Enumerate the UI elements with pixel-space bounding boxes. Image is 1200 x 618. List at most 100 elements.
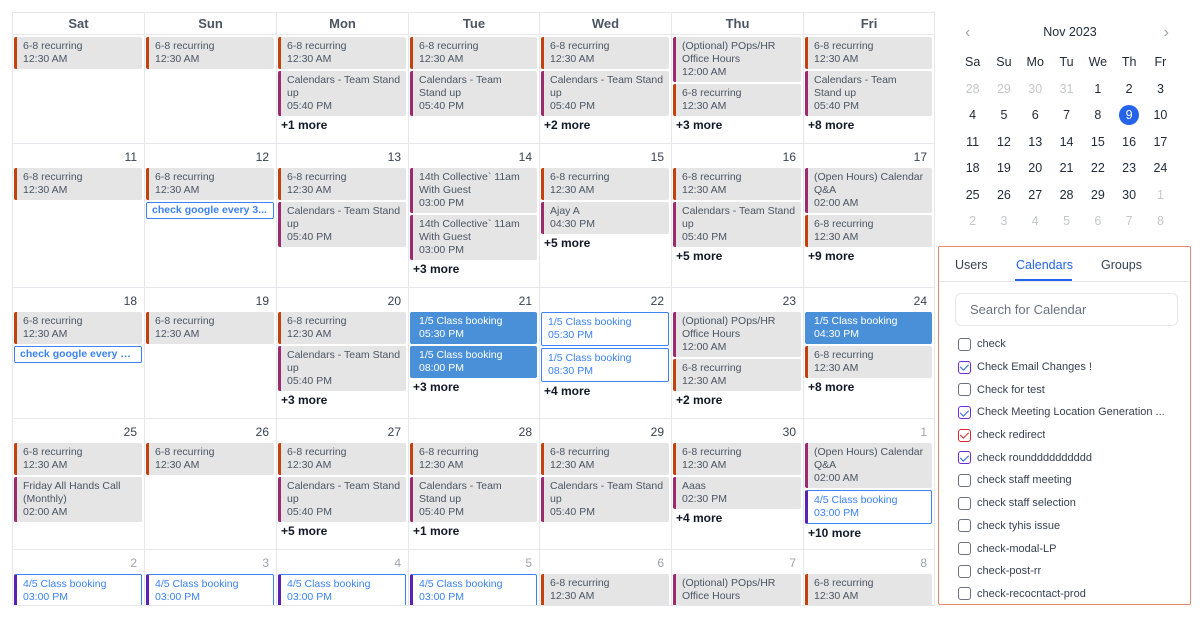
calendar-event[interactable]: 1/5 Class booking 08:30 PM <box>541 348 669 382</box>
calendar-event[interactable]: Calendars - Team Stand up 05:40 PM <box>410 71 537 116</box>
calendar-event[interactable]: 1/5 Class booking 04:30 PM <box>805 312 932 344</box>
calendar-event[interactable]: 4/5 Class booking 03:00 PM <box>14 574 142 605</box>
calendar-event[interactable]: 6-8 recurring 12:30 AM <box>278 443 406 475</box>
day-number[interactable]: 15 <box>650 150 664 164</box>
calendar-event[interactable]: Friday All Hands Call (Monthly) 02:00 AM <box>14 477 142 522</box>
day-number[interactable]: 20 <box>387 294 401 308</box>
day-cell[interactable]: 6-8 recurring 12:30 AM Calendars - Team St… <box>540 35 672 144</box>
mini-day[interactable]: 21 <box>1059 161 1074 176</box>
mini-day[interactable]: 25 <box>965 187 980 202</box>
calendar-event[interactable]: (Open Hours) Calendar Q&A 02:00 AM <box>805 443 932 488</box>
mini-day[interactable]: 13 <box>1028 134 1043 149</box>
calendar-option[interactable]: check-post-rr <box>958 560 1180 583</box>
calendar-checkbox[interactable] <box>958 473 971 487</box>
day-cell[interactable]: 20 6-8 recurring 12:30 AM Calendars - Team … <box>277 288 409 419</box>
calendar-event[interactable]: 6-8 recurring 12:30 AM <box>278 168 406 200</box>
day-number[interactable]: 29 <box>650 425 664 439</box>
day-cell[interactable]: 12 6-8 recurring 12:30 AM check google ever… <box>145 144 277 288</box>
calendar-event[interactable]: (Optional) POps/HR Office Hours <box>673 574 801 605</box>
day-number[interactable]: 16 <box>782 150 796 164</box>
calendar-event[interactable]: 6-8 recurring 12:30 AM <box>805 574 932 605</box>
day-number[interactable]: 18 <box>123 294 137 308</box>
calendar-checkbox[interactable] <box>958 519 971 533</box>
day-cell[interactable]: 21 1/5 Class booking 05:30 PM 1/5 Class boo… <box>409 288 540 419</box>
mini-day[interactable]: 29 <box>1090 187 1105 202</box>
day-number[interactable]: 26 <box>255 425 269 439</box>
calendar-event[interactable]: 4/5 Class booking 03:00 PM <box>146 574 274 605</box>
calendar-checkbox[interactable] <box>958 587 971 601</box>
mini-day[interactable]: 31 <box>1059 81 1074 96</box>
day-cell[interactable]: 29 6-8 recurring 12:30 AM Calendars - Team … <box>540 419 672 550</box>
day-cell[interactable]: 2 4/5 Class booking 03:00 PM <box>13 550 145 606</box>
calendar-event[interactable]: Calendars - Team Stand up 05:40 PM <box>278 477 406 522</box>
calendar-event[interactable]: (Optional) POps/HR Office Hours 12:00 AM <box>673 312 801 357</box>
mini-day[interactable]: 7 <box>1125 214 1133 229</box>
more-events-link[interactable]: +1 more <box>281 118 328 132</box>
day-cell[interactable]: 6-8 recurring 12:30 AM <box>13 35 145 144</box>
more-events-link[interactable]: +3 more <box>413 380 460 394</box>
calendar-event[interactable]: 6-8 recurring 12:30 AM <box>146 312 274 344</box>
day-cell[interactable]: 25 6-8 recurring 12:30 AM Friday All Hands … <box>13 419 145 550</box>
day-cell[interactable]: (Optional) POps/HR Office Hours 12:00 AM 6… <box>672 35 804 144</box>
mini-day[interactable]: 19 <box>996 161 1011 176</box>
calendar-event[interactable]: Calendars - Team Stand up 05:40 PM <box>673 202 801 247</box>
mini-day[interactable]: 4 <box>969 108 977 123</box>
day-cell[interactable]: 6-8 recurring 12:30 AM <box>145 35 277 144</box>
calendar-event[interactable]: 6-8 recurring 12:30 AM <box>146 37 274 69</box>
calendar-checkbox[interactable] <box>958 542 971 556</box>
calendar-event[interactable]: Calendars - Team Stand up 05:40 PM <box>541 71 669 116</box>
day-cell[interactable]: 5 4/5 Class booking 03:00 PM <box>409 550 540 606</box>
day-number[interactable]: 27 <box>387 425 401 439</box>
mini-day[interactable]: 29 <box>996 81 1011 96</box>
calendar-option[interactable]: Check Email Changes ! <box>958 356 1180 379</box>
more-events-link[interactable]: +8 more <box>808 118 855 132</box>
day-number[interactable]: 17 <box>913 150 927 164</box>
calendar-option[interactable]: check roundddddddddd <box>958 446 1180 469</box>
calendar-event[interactable]: Calendars - Team Stand up 05:40 PM <box>278 346 406 391</box>
calendar-option[interactable]: check-modal-LP <box>958 537 1180 560</box>
day-number[interactable]: 19 <box>255 294 269 308</box>
calendar-event[interactable]: 6-8 recurring 12:30 AM <box>805 346 932 378</box>
mini-day[interactable]: 3 <box>1000 214 1008 229</box>
day-cell[interactable]: 7 (Optional) POps/HR Office Hours <box>672 550 804 606</box>
calendar-checkbox[interactable] <box>958 405 971 419</box>
calendar-event[interactable]: 6-8 recurring 12:30 AM <box>673 168 801 200</box>
calendar-event[interactable]: 6-8 recurring 12:30 AM <box>541 37 669 69</box>
calendar-event[interactable]: 6-8 recurring 12:30 AM <box>673 84 801 116</box>
day-cell[interactable]: 23 (Optional) POps/HR Office Hours 12:00 A… <box>672 288 804 419</box>
chevron-left-icon[interactable]: ‹ <box>965 24 971 41</box>
calendar-event[interactable]: 1/5 Class booking 05:30 PM <box>410 312 537 344</box>
day-number[interactable]: 23 <box>782 294 796 308</box>
mini-day[interactable]: 11 <box>966 134 980 149</box>
calendar-option[interactable]: check staff selection <box>958 492 1180 515</box>
day-number[interactable]: 1 <box>920 425 927 439</box>
more-events-link[interactable]: +2 more <box>676 393 723 407</box>
calendar-checkbox[interactable] <box>958 451 971 465</box>
mini-day-today[interactable]: 9 <box>1119 105 1140 126</box>
mini-day[interactable]: 18 <box>965 161 980 176</box>
mini-day[interactable]: 5 <box>1000 108 1008 123</box>
calendar-event[interactable]: Calendars - Team Stand up 05:40 PM <box>541 477 669 522</box>
calendar-option[interactable]: check staff meeting <box>958 469 1180 492</box>
calendar-event[interactable]: 1/5 Class booking 05:30 PM <box>541 312 669 346</box>
day-cell[interactable]: 1 (Open Hours) Calendar Q&A 02:00 AM 4/5 Cl… <box>804 419 935 550</box>
calendar-event[interactable]: 6-8 recurring 12:30 AM <box>278 312 406 344</box>
mini-day[interactable]: 15 <box>1090 134 1105 149</box>
calendar-event[interactable]: Ajay A 04:30 PM <box>541 202 669 234</box>
day-cell[interactable]: 17 (Open Hours) Calendar Q&A 02:00 AM 6-8 r… <box>804 144 935 288</box>
mini-day[interactable]: 3 <box>1156 81 1164 96</box>
calendar-event[interactable]: 6-8 recurring 12:30 AM <box>673 443 801 475</box>
day-number[interactable]: 5 <box>525 556 532 570</box>
more-events-link[interactable]: +9 more <box>808 249 855 263</box>
mini-day[interactable]: 5 <box>1063 214 1071 229</box>
mini-day[interactable]: 17 <box>1153 134 1168 149</box>
more-events-link[interactable]: +5 more <box>544 236 591 250</box>
day-cell[interactable]: 6 6-8 recurring 12:30 AM <box>540 550 672 606</box>
day-cell[interactable]: 27 6-8 recurring 12:30 AM Calendars - Team … <box>277 419 409 550</box>
mini-day[interactable]: 4 <box>1031 214 1039 229</box>
more-events-link[interactable]: +5 more <box>676 249 723 263</box>
calendar-event[interactable]: 6-8 recurring 12:30 AM <box>146 168 274 200</box>
day-number[interactable]: 6 <box>657 556 664 570</box>
day-number[interactable]: 11 <box>124 150 137 164</box>
day-number[interactable]: 12 <box>255 150 269 164</box>
